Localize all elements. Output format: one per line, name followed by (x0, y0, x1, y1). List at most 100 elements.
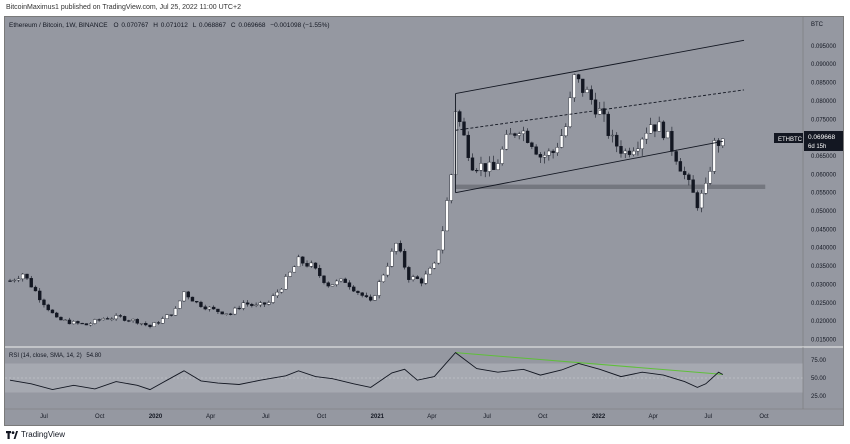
tradingview-logo[interactable]: TradingView (6, 430, 65, 439)
candle-body (708, 171, 712, 184)
candle-body (245, 302, 250, 305)
candle-body (322, 275, 326, 283)
rsi-tick-label: 75.00 (811, 358, 827, 364)
rsi-value: 54.80 (86, 353, 102, 359)
candle-body (131, 318, 135, 321)
candle-body (428, 268, 432, 275)
candle-body (712, 140, 717, 172)
rsi-pane[interactable]: RSI (14, close, SMA, 14, 2) 54.80 75.00 5… (5, 347, 827, 409)
legend-h-value: 0.071012 (161, 22, 188, 29)
candle-body (381, 274, 386, 282)
candle-body (513, 133, 517, 136)
legend-o-value: 0.070767 (121, 22, 148, 29)
candle-body (55, 312, 59, 318)
ticker-price: 0.069668 (808, 134, 835, 141)
candle-body (368, 296, 373, 301)
ohlc-legend: Ethereum / Bitcoin, 1W, BINANCE O 0.0707… (9, 22, 330, 29)
candle-body (585, 89, 589, 93)
published-header: BitcoinMaximus1 published on TradingView… (0, 0, 850, 16)
parallel-channel[interactable] (455, 39, 745, 194)
candle-body (691, 179, 695, 193)
candle-body (254, 304, 258, 306)
channel-middle-dashed-line[interactable] (455, 89, 745, 131)
candle-body (16, 278, 21, 281)
candle-body (598, 108, 602, 115)
candle-body (394, 243, 398, 252)
candle-body (360, 292, 364, 296)
rsi-trendline[interactable] (455, 352, 723, 375)
candle-body (267, 302, 271, 305)
rsi-label-text: RSI (14, close, SMA, 14, 2) (9, 353, 82, 359)
candle-body (262, 302, 267, 305)
tradingview-logo-icon (6, 430, 18, 439)
candle-body (377, 281, 381, 296)
candle-body (492, 161, 496, 170)
candle-body (670, 130, 674, 152)
candle-body (330, 284, 335, 287)
last-price-marker: ETHBTC 0.069668 6d 15h (774, 131, 843, 151)
candle-body (21, 273, 25, 280)
candle-body (525, 130, 530, 143)
candle-body (589, 89, 593, 100)
legend-change: −0.001098 (−1.55%) (270, 22, 329, 29)
time-tick-label: Oct (95, 414, 105, 420)
candle-body (411, 276, 415, 280)
candle-body (445, 200, 449, 232)
candle-body (436, 249, 441, 264)
candle-body (122, 316, 127, 321)
candle-body (165, 314, 169, 319)
candle-body (530, 142, 534, 147)
candle-body (402, 251, 407, 268)
candle-body (335, 280, 339, 285)
chart-container[interactable]: Ethereum / Bitcoin, 1W, BINANCE O 0.0707… (4, 16, 844, 426)
candle-body (559, 135, 564, 148)
candle-body (441, 230, 445, 251)
candle-body (373, 295, 377, 301)
channel-lower-line[interactable] (455, 140, 723, 194)
rsi-label: RSI (14, close, SMA, 14, 2) 54.80 (9, 353, 102, 359)
price-tick-label: 0.090000 (811, 62, 837, 68)
candle-body (182, 291, 186, 302)
ticker-countdown: 6d 15h (808, 144, 826, 150)
eth-btc-chart[interactable]: Ethereum / Bitcoin, 1W, BINANCE O 0.0707… (5, 17, 843, 425)
time-tick-label: Jul (483, 414, 491, 420)
candle-body (42, 299, 46, 306)
time-tick-label: Oct (538, 414, 548, 420)
candle-body (127, 320, 131, 322)
ticker-price-box (804, 131, 843, 151)
rsi-trendline-layer (455, 352, 723, 375)
price-tick-label: 0.050000 (811, 209, 837, 215)
candle-body (674, 151, 678, 162)
candle-body (398, 243, 403, 252)
candle-body (326, 282, 330, 287)
candle-body (538, 154, 543, 158)
candle-body (508, 133, 513, 135)
candle-body (470, 157, 475, 171)
candle-body (500, 148, 504, 164)
candle-body (479, 163, 483, 171)
time-axis[interactable]: Jul Oct 2020 Apr Jul Oct 2021 Apr Jul Oct 2022 Apr J… (40, 414, 769, 420)
candle-body (318, 268, 322, 277)
time-tick-label: Jul (704, 414, 712, 420)
rsi-axis: 75.00 50.00 25.00 (811, 358, 827, 400)
candle-body (161, 318, 165, 324)
candle-body (619, 146, 623, 154)
candle-body (71, 321, 76, 325)
candle-body (29, 278, 33, 288)
candle-body (258, 302, 263, 306)
candle-body (390, 251, 394, 267)
candle-body (301, 256, 305, 264)
footer (0, 426, 850, 444)
time-tick-label: 2021 (371, 414, 385, 420)
candle-body (38, 290, 42, 301)
price-tick-label: 0.040000 (811, 246, 837, 252)
candle-body (207, 306, 212, 310)
candle-body (568, 97, 572, 127)
candle-body (581, 78, 585, 93)
candle-body (682, 171, 687, 175)
legend-c-value: 0.069668 (238, 22, 265, 29)
candle-body (313, 262, 318, 269)
channel-upper-line[interactable] (455, 39, 745, 95)
support-zone[interactable] (455, 184, 766, 189)
price-axis[interactable]: 0.095000 0.090000 0.085000 0.080000 0.075000… (811, 44, 837, 344)
